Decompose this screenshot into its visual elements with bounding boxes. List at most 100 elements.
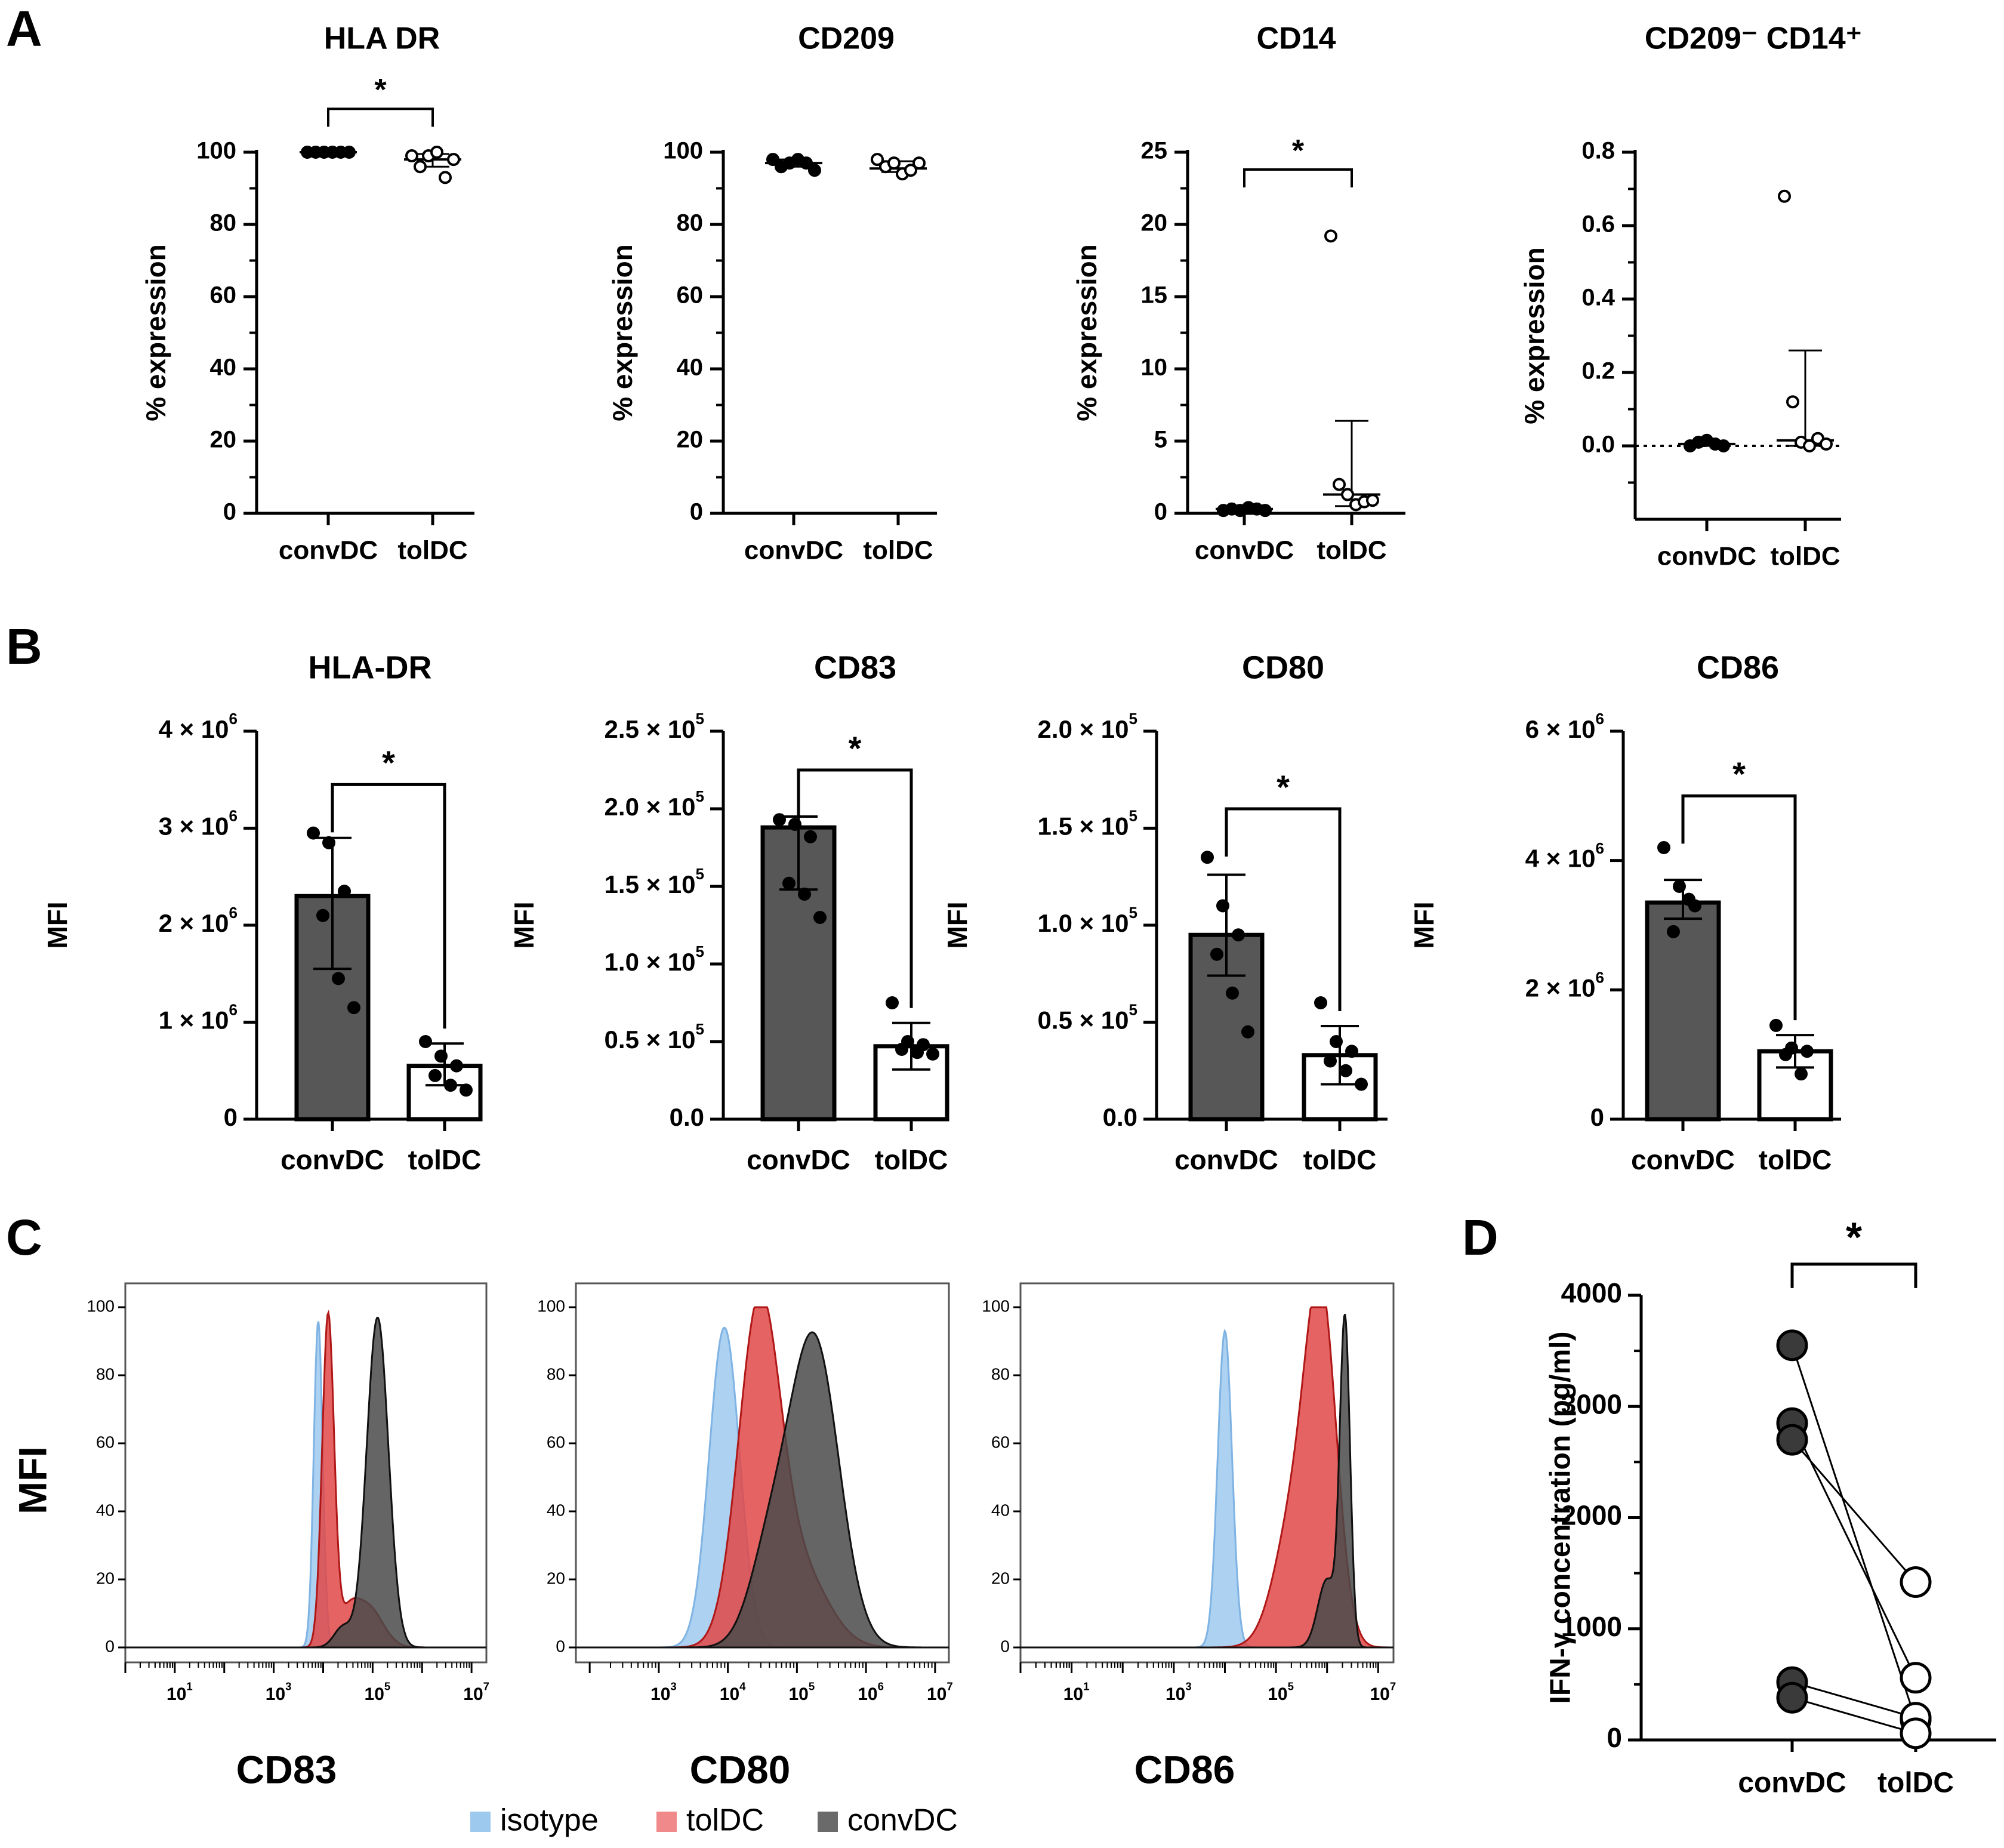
y-tick-label: 40 (547, 1501, 565, 1519)
significance-bracket (1790, 1262, 1917, 1288)
significance-star: * (1732, 755, 1746, 793)
y-tick-label: 0 (224, 1103, 238, 1131)
y-tick-label: 40 (210, 355, 237, 381)
y-tick-label: 80 (96, 1365, 115, 1383)
x-tick-label: 107 (463, 1680, 489, 1704)
y-tick-label: 1.5 × 105 (1038, 806, 1137, 840)
data-point (766, 153, 779, 167)
data-point (1786, 395, 1799, 409)
legend-label-isotype: isotype (500, 1803, 599, 1838)
data-point (1795, 1067, 1808, 1081)
y-tick-label: 0.4 (1581, 285, 1615, 311)
data-point (798, 888, 811, 901)
y-tick-label: 20 (547, 1569, 565, 1587)
data-point (773, 813, 786, 827)
data-point (414, 160, 427, 174)
y-tick-label: 2.0 × 105 (1038, 710, 1137, 743)
data-point (1324, 229, 1337, 243)
panel-A4: CD209⁻ CD14⁺ 0.0 0.2 0.4 0.6 0.8 % expression c… (1519, 21, 1862, 571)
y-tick-label: 80 (677, 210, 704, 236)
x-tick-label: convDC (280, 1144, 384, 1175)
data-point (430, 146, 443, 159)
significance-bracket (1243, 168, 1353, 188)
y-axis-label: % expression (1071, 244, 1102, 421)
data-point (1201, 851, 1214, 864)
y-tick-label: 80 (991, 1365, 1010, 1383)
chart-title: CD209 (798, 21, 895, 56)
data-point (1314, 996, 1327, 1009)
x-tick-label: convDC (1657, 542, 1756, 571)
x-tick-label: 105 (365, 1680, 391, 1704)
y-tick-label: 80 (547, 1365, 565, 1383)
panel-B2: CD83 0.0 0.5 × 105 1.0 × 105 1.5 × 105 2.0 × … (508, 649, 949, 1175)
panel-B3: CD80 0.0 0.5 × 105 1.0 × 105 1.5 × 105 2.0 × … (942, 649, 1388, 1175)
y-tick-label: 3000 (1561, 1388, 1622, 1419)
legend-swatch-isotype (470, 1812, 491, 1832)
panel-C1: 0 20 40 60 80 100 101 103 105 107 CD83 (87, 1282, 489, 1791)
y-tick-label: 0 (105, 1637, 115, 1655)
x-axis-label: CD86 (1134, 1747, 1235, 1791)
data-point (405, 149, 418, 163)
panel-letter-D: D (1462, 1209, 1499, 1265)
x-tick-label: convDC (1738, 1767, 1846, 1799)
x-tick-label: tolDC (1877, 1767, 1954, 1799)
y-tick-label: 0 (690, 499, 703, 525)
x-tick-label: tolDC (397, 536, 467, 565)
pair-line (1791, 1345, 1917, 1720)
legend-swatch-convdc (818, 1812, 838, 1832)
x-tick-label: convDC (744, 536, 843, 565)
pair-line (1792, 1681, 1916, 1719)
data-point-convdc (1776, 1329, 1808, 1362)
x-tick-label: 107 (1370, 1680, 1396, 1704)
y-tick-label: 0 (556, 1637, 565, 1655)
x-tick-label: 105 (1268, 1680, 1294, 1704)
y-tick-label: 0.0 (1581, 432, 1615, 458)
x-axis-label: CD80 (690, 1747, 791, 1791)
x-tick-label: 103 (1166, 1680, 1192, 1704)
data-point (1803, 439, 1816, 452)
data-point (434, 1049, 448, 1063)
y-tick-label: 0 (1154, 499, 1167, 525)
y-tick-label: 0 (1000, 1637, 1010, 1655)
y-tick-label: 20 (210, 427, 237, 453)
y-tick-label: 1000 (1561, 1611, 1622, 1642)
y-tick-label: 2000 (1561, 1500, 1622, 1531)
data-point (332, 972, 345, 985)
y-tick-label: 1 × 106 (159, 1000, 238, 1034)
significance-star: * (374, 73, 387, 107)
data-point (460, 1083, 473, 1097)
panel-letter-C: C (6, 1209, 42, 1265)
y-tick-label: 100 (87, 1296, 115, 1315)
y-tick-label: 10 (1141, 355, 1168, 381)
data-point (1330, 1035, 1343, 1048)
legend: isotype tolDC convDC (470, 1803, 958, 1838)
panel-letter-B: B (6, 618, 42, 674)
histogram-convDC (576, 1331, 949, 1649)
y-axis-label: MFI (942, 901, 973, 948)
y-tick-label: 3 × 106 (159, 806, 238, 840)
x-tick-label: 104 (720, 1680, 746, 1704)
data-point (1259, 504, 1272, 518)
data-point (813, 911, 827, 924)
chart-title: CD83 (814, 649, 896, 685)
y-tick-label: 100 (982, 1296, 1010, 1315)
y-tick-label: 40 (677, 355, 704, 381)
data-point (926, 1047, 939, 1061)
y-axis-label: MFI (508, 901, 539, 948)
data-point (895, 1043, 908, 1056)
y-tick-label: 60 (677, 282, 704, 309)
significance-star: * (1292, 134, 1305, 168)
pair-line (1792, 1696, 1916, 1735)
significance-star: * (849, 729, 862, 767)
data-point (871, 153, 884, 167)
y-axis-label: IFN-γ concentration (pg/ml) (1545, 1332, 1577, 1704)
x-tick-label: 101 (1063, 1680, 1090, 1704)
y-tick-label: 2.5 × 105 (605, 710, 704, 743)
y-tick-label: 0 (1590, 1103, 1604, 1131)
plot-frame (124, 1282, 488, 1664)
data-point-toldc (1900, 1717, 1932, 1750)
data-point (1216, 899, 1229, 913)
data-point (1673, 880, 1686, 893)
panel-B1: HLA-DR 0 1 × 106 2 × 106 3 × 106 4 × 106 MFI co… (42, 649, 483, 1175)
